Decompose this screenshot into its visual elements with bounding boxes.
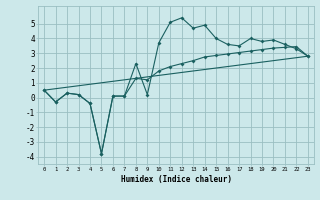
X-axis label: Humidex (Indice chaleur): Humidex (Indice chaleur) — [121, 175, 231, 184]
